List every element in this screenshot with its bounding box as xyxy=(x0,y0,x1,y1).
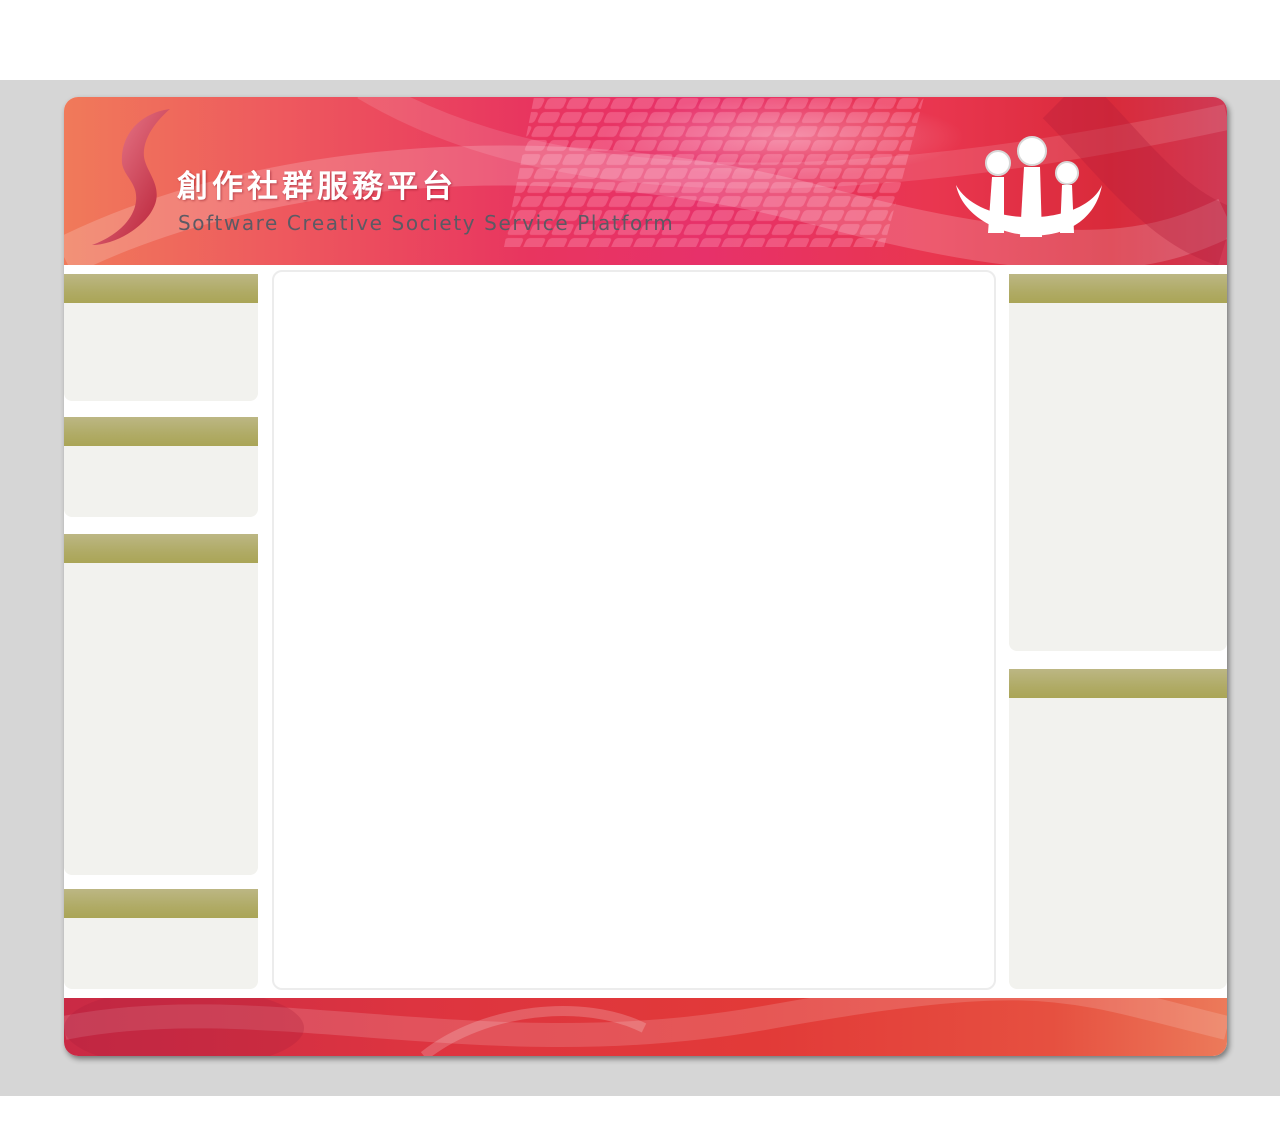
left-panel-1 xyxy=(64,274,258,401)
left-panel-2 xyxy=(64,417,258,517)
left-panel-4 xyxy=(64,889,258,989)
site-header: 創作社群服務平台 Software Creative Society Servi… xyxy=(64,97,1227,265)
left-panel-1-header xyxy=(64,274,258,303)
site-frame: 創作社群服務平台 Software Creative Society Servi… xyxy=(64,97,1227,1056)
main-content-area xyxy=(272,270,996,990)
footer-decoration xyxy=(64,998,1227,1056)
site-footer xyxy=(64,998,1227,1056)
right-panel-2-header xyxy=(1009,669,1227,698)
left-panel-3-header xyxy=(64,534,258,563)
left-panel-3 xyxy=(64,534,258,875)
right-panel-1 xyxy=(1009,274,1227,651)
swoosh-s-logo-icon xyxy=(92,109,170,245)
header-decoration xyxy=(64,97,1227,265)
site-title-english: Software Creative Society Service Platfo… xyxy=(178,211,675,235)
site-title-chinese: 創作社群服務平台 xyxy=(177,169,457,205)
left-panel-2-header xyxy=(64,417,258,446)
right-panel-1-header xyxy=(1009,274,1227,303)
right-panel-2 xyxy=(1009,669,1227,989)
left-panel-4-header xyxy=(64,889,258,918)
people-group-icon xyxy=(956,136,1102,237)
